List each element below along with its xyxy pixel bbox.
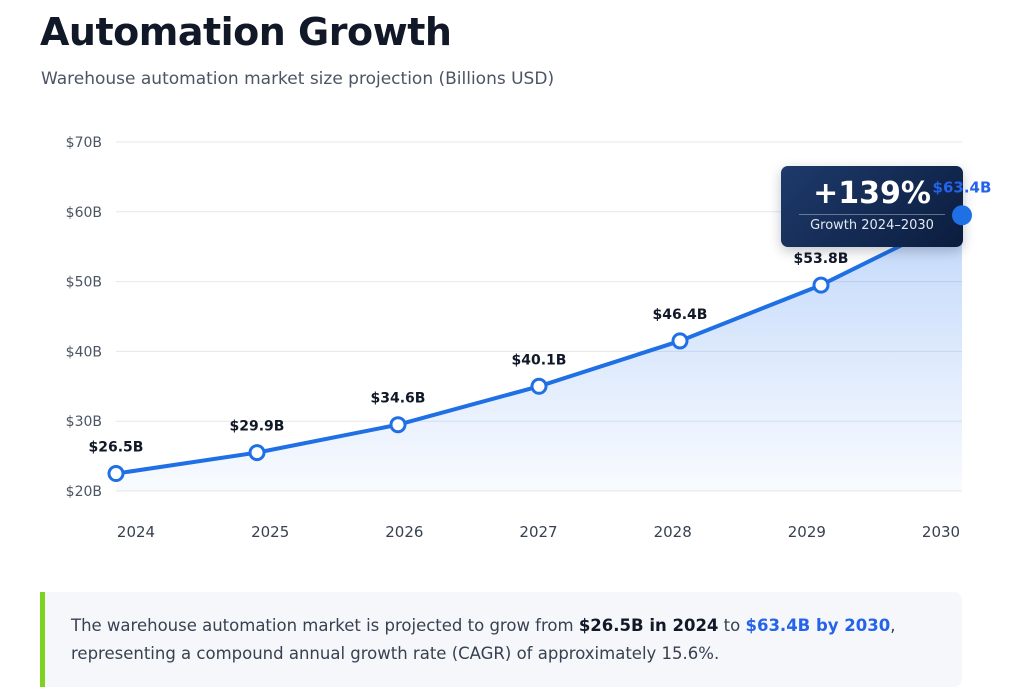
data-label-2026: $34.6B (371, 391, 426, 407)
x-tick-label: 2028 (654, 523, 692, 541)
y-tick-label: $40B (66, 344, 102, 360)
note-text: to (718, 616, 746, 635)
data-point-2026 (389, 416, 407, 434)
y-tick-label: $50B (66, 275, 102, 291)
x-tick-label: 2024 (117, 523, 155, 541)
data-label-2024: $26.5B (89, 440, 144, 456)
data-point-2029 (812, 276, 830, 294)
growth-percentage: +139% (813, 176, 931, 211)
data-point-2025 (248, 444, 266, 462)
growth-chart: $20B$30B$40B$50B$60B$70B 2024 2025 2026 202… (66, 135, 964, 541)
data-label-2029: $53.8B (794, 251, 849, 267)
x-tick-label: 2026 (385, 523, 423, 541)
y-tick-label: $30B (66, 414, 102, 430)
x-tick-label: 2029 (788, 523, 826, 541)
data-label-2028: $46.4B (653, 307, 708, 323)
data-point-2027 (530, 377, 548, 395)
x-tick-label: 2025 (251, 523, 289, 541)
page-subtitle: Warehouse automation market size project… (41, 69, 555, 89)
data-points (107, 276, 830, 483)
page-title: Automation Growth (40, 10, 452, 54)
y-tick-label: $20B (66, 484, 102, 500)
data-point-2028 (671, 332, 689, 350)
data-point-2024 (107, 465, 125, 483)
data-labels: $26.5B $29.9B $34.6B $40.1B $46.4B $53.8B (89, 251, 849, 455)
growth-period-label: Growth 2024–2030 (810, 218, 934, 233)
data-label-2025: $29.9B (230, 419, 285, 435)
note-start-value: $26.5B in 2024 (578, 616, 719, 635)
badge-divider (799, 214, 945, 215)
note-text: The warehouse automation market is proje… (71, 616, 579, 635)
x-tick-label: 2030 (922, 523, 960, 541)
y-tick-label: $60B (66, 205, 102, 221)
y-tick-label: $70B (66, 135, 102, 151)
growth-badge: +139% Growth 2024–2030 (781, 166, 963, 247)
note-text: , representing a compound annual growth … (71, 616, 896, 663)
x-axis-labels: 2024 2025 2026 2027 2028 2029 2030 (117, 523, 960, 541)
x-tick-label: 2027 (519, 523, 557, 541)
note-end-value: $63.4B by 2030 (745, 616, 891, 635)
summary-note: The warehouse automation market is proje… (40, 592, 962, 687)
series-area (116, 215, 962, 492)
y-axis-labels: $20B $30B $40B $50B $60B $70B (66, 135, 102, 500)
data-label-2027: $40.1B (512, 352, 567, 368)
